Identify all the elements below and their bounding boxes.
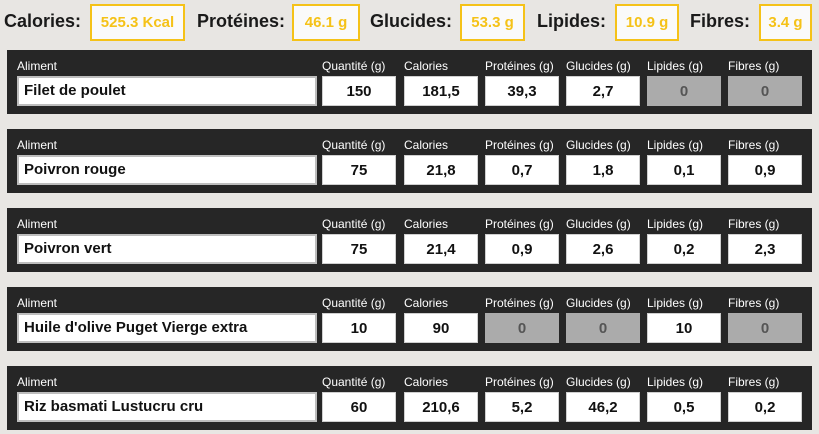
calories-summary-label: Calories: [4,11,82,31]
aliment-input[interactable]: Filet de poulet [17,76,317,106]
fibres-label: Fibres (g) [728,217,780,231]
calories-label: Calories [404,375,449,389]
fibres-input[interactable]: 0,9 [728,155,802,185]
fibres-label: Fibres (g) [728,59,780,73]
fibres-input[interactable]: 0 [728,76,802,106]
glucides-label: Glucides (g) [566,375,631,389]
lipides-input[interactable]: 0,1 [647,155,721,185]
fibres-input[interactable]: 0,2 [728,392,802,422]
glucides-label: Glucides (g) [566,138,631,152]
quantite-input[interactable]: 60 [322,392,396,422]
lipides-label: Lipides (g) [647,217,704,231]
glucides-label: Glucides (g) [566,296,631,310]
aliment-label: Aliment [17,138,58,152]
glucides-summary-label: Glucides: [370,11,453,31]
quantite-label: Quantité (g) [322,296,386,310]
quantite-input[interactable]: 150 [322,76,396,106]
aliment-label: Aliment [17,296,58,310]
proteines-label: Protéines (g) [485,375,554,389]
proteines-total-badge: 46.1 g [292,4,360,41]
aliment-label: Aliment [17,217,58,231]
calories-input[interactable]: 21,4 [404,234,478,264]
calories-input[interactable]: 181,5 [404,76,478,106]
quantite-label: Quantité (g) [322,59,386,73]
lipides-input[interactable]: 0,5 [647,392,721,422]
quantite-label: Quantité (g) [322,375,386,389]
food-row: Aliment Quantité (g) Calories Protéines … [7,129,812,193]
glucides-total-badge: 53.3 g [460,4,525,41]
glucides-label: Glucides (g) [566,59,631,73]
aliment-input[interactable]: Poivron rouge [17,155,317,185]
food-row: Aliment Quantité (g) Calories Protéines … [7,50,812,114]
aliment-label: Aliment [17,375,58,389]
lipides-input[interactable]: 0,2 [647,234,721,264]
proteines-input[interactable]: 0 [485,313,559,343]
lipides-total-badge: 10.9 g [615,4,679,41]
proteines-input[interactable]: 0,7 [485,155,559,185]
glucides-input[interactable]: 46,2 [566,392,640,422]
proteines-summary-label: Protéines: [197,11,286,31]
lipides-label: Lipides (g) [647,138,704,152]
glucides-input[interactable]: 2,6 [566,234,640,264]
calories-total-badge: 525.3 Kcal [90,4,185,41]
quantite-input[interactable]: 75 [322,155,396,185]
lipides-input[interactable]: 0 [647,76,721,106]
quantite-label: Quantité (g) [322,217,386,231]
glucides-input[interactable]: 1,8 [566,155,640,185]
proteines-input[interactable]: 5,2 [485,392,559,422]
fibres-input[interactable]: 2,3 [728,234,802,264]
proteines-input[interactable]: 39,3 [485,76,559,106]
calories-label: Calories [404,296,449,310]
quantite-label: Quantité (g) [322,138,386,152]
lipides-label: Lipides (g) [647,296,704,310]
lipides-label: Lipides (g) [647,59,704,73]
food-row: Aliment Quantité (g) Calories Protéines … [7,366,812,430]
lipides-summary-label: Lipides: [537,11,607,31]
proteines-label: Protéines (g) [485,217,554,231]
proteines-input[interactable]: 0,9 [485,234,559,264]
calories-label: Calories [404,59,449,73]
nutrition-summary: Calories: 525.3 Kcal Protéines: 46.1 g G… [0,0,819,44]
fibres-label: Fibres (g) [728,296,780,310]
aliment-label: Aliment [17,59,58,73]
lipides-input[interactable]: 10 [647,313,721,343]
calories-input[interactable]: 210,6 [404,392,478,422]
fibres-summary-label: Fibres: [690,11,751,31]
aliment-input[interactable]: Riz basmati Lustucru cru [17,392,317,422]
fibres-input[interactable]: 0 [728,313,802,343]
proteines-label: Protéines (g) [485,59,554,73]
glucides-input[interactable]: 2,7 [566,76,640,106]
aliment-input[interactable]: Poivron vert [17,234,317,264]
quantite-input[interactable]: 10 [322,313,396,343]
calories-input[interactable]: 21,8 [404,155,478,185]
calories-input[interactable]: 90 [404,313,478,343]
calories-label: Calories [404,217,449,231]
food-row: Aliment Quantité (g) Calories Protéines … [7,287,812,351]
calories-label: Calories [404,138,449,152]
proteines-label: Protéines (g) [485,138,554,152]
fibres-total-badge: 3.4 g [759,4,812,41]
glucides-label: Glucides (g) [566,217,631,231]
lipides-label: Lipides (g) [647,375,704,389]
quantite-input[interactable]: 75 [322,234,396,264]
proteines-label: Protéines (g) [485,296,554,310]
fibres-label: Fibres (g) [728,375,780,389]
aliment-input[interactable]: Huile d'olive Puget Vierge extra [17,313,317,343]
food-row: Aliment Quantité (g) Calories Protéines … [7,208,812,272]
glucides-input[interactable]: 0 [566,313,640,343]
fibres-label: Fibres (g) [728,138,780,152]
